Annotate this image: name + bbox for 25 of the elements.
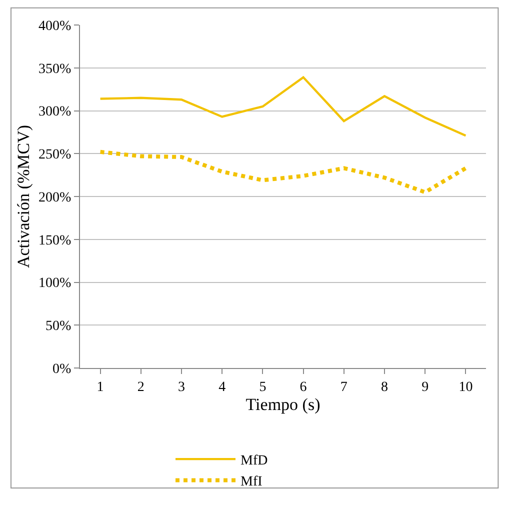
x-tick-label: 6 — [300, 380, 307, 395]
y-axis-title: Activación (%MCV) — [14, 124, 34, 268]
legend-label: MfI — [240, 474, 263, 490]
line-series — [98, 150, 468, 194]
y-tick-label: 0% — [52, 362, 72, 377]
x-tick-label: 5 — [259, 380, 266, 395]
x-tick-label: 10 — [458, 380, 473, 395]
y-tick-label: 200% — [38, 190, 72, 206]
y-tick-label: 50% — [46, 319, 72, 334]
legend-label: MfD — [240, 454, 268, 469]
y-tick-label: 350% — [38, 62, 72, 77]
x-tick-label: 7 — [340, 380, 348, 395]
x-axis-title: Tiempo (s) — [246, 395, 320, 414]
y-tick-label: 150% — [38, 233, 72, 248]
x-tick-label: 2 — [137, 380, 144, 395]
x-tick-label: 4 — [218, 380, 226, 395]
y-tick-label: 300% — [38, 104, 72, 120]
y-tick-label: 400% — [38, 18, 72, 34]
x-tick-label: 1 — [96, 380, 104, 395]
line-series — [99, 76, 467, 137]
y-tick-label: 250% — [38, 148, 72, 163]
y-tick-label: 100% — [38, 276, 72, 292]
x-tick-label: 9 — [422, 380, 429, 395]
x-tick-label: 8 — [381, 380, 388, 395]
x-tick-label: 3 — [178, 380, 185, 395]
